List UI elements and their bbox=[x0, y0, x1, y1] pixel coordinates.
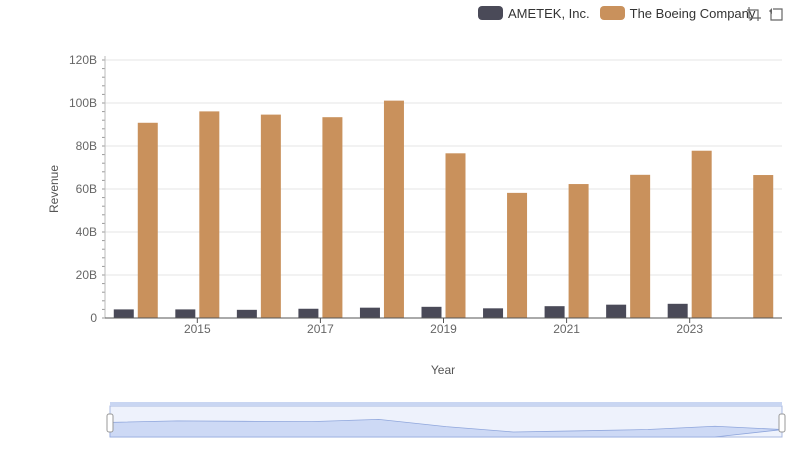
y-tick-label: 60B bbox=[76, 182, 97, 196]
bar-ametek[interactable] bbox=[298, 308, 319, 318]
data-zoom-slider bbox=[106, 402, 786, 438]
bar-boeing[interactable] bbox=[199, 111, 220, 318]
bar-ametek[interactable] bbox=[544, 306, 565, 318]
bar-boeing[interactable] bbox=[322, 117, 343, 318]
bar-boeing[interactable] bbox=[753, 175, 774, 318]
legend-item-ametek[interactable]: AMETEK, Inc. bbox=[478, 6, 590, 21]
bars bbox=[113, 100, 774, 318]
axes: 0 20B 40B 60B 80B 100B 120B 2015 2017 2019 2021 202… bbox=[69, 53, 782, 336]
y-tick-label: 0 bbox=[90, 311, 97, 325]
legend-swatch-ametek bbox=[478, 6, 503, 20]
x-tick-label: 2019 bbox=[430, 322, 457, 336]
x-tick-label: 2015 bbox=[184, 322, 211, 336]
bar-ametek[interactable] bbox=[421, 306, 442, 318]
bar-ametek[interactable] bbox=[113, 309, 134, 318]
bar-boeing[interactable] bbox=[383, 100, 404, 318]
legend-label-boeing: The Boeing Company bbox=[629, 5, 756, 21]
y-tick-label: 100B bbox=[69, 96, 97, 110]
y-tick-label: 40B bbox=[76, 225, 97, 239]
bar-ametek[interactable] bbox=[667, 303, 688, 318]
bar-boeing[interactable] bbox=[507, 192, 528, 318]
bar-ametek[interactable] bbox=[606, 304, 627, 318]
y-tick-label: 80B bbox=[76, 139, 97, 153]
x-tick-label: 2023 bbox=[676, 322, 703, 336]
bar-ametek[interactable] bbox=[483, 308, 504, 318]
bar-boeing[interactable] bbox=[630, 174, 651, 318]
legend-item-boeing[interactable]: The Boeing Company bbox=[599, 5, 756, 21]
chart-toolbox bbox=[746, 6, 784, 22]
bar-ametek[interactable] bbox=[359, 307, 380, 318]
chart-legend: AMETEK, Inc. The Boeing Company bbox=[478, 4, 765, 22]
x-axis-title: Year bbox=[431, 363, 455, 377]
x-tick-label: 2017 bbox=[307, 322, 334, 336]
slider-handle-right[interactable] bbox=[778, 413, 786, 433]
bar-boeing[interactable] bbox=[137, 122, 158, 318]
bar-ametek[interactable] bbox=[236, 309, 257, 318]
slider-handle-left[interactable] bbox=[106, 413, 114, 433]
bar-ametek[interactable] bbox=[175, 309, 196, 318]
restore-icon[interactable] bbox=[768, 6, 784, 22]
bar-boeing[interactable] bbox=[260, 114, 281, 318]
legend-label-ametek: AMETEK, Inc. bbox=[508, 5, 590, 21]
slider-preview-area bbox=[109, 418, 783, 438]
y-tick-label: 120B bbox=[69, 53, 97, 67]
bar-boeing[interactable] bbox=[568, 184, 589, 318]
legend-swatch-boeing bbox=[599, 6, 625, 20]
y-axis-title: Revenue bbox=[47, 165, 61, 213]
bar-boeing[interactable] bbox=[691, 150, 712, 318]
slider-range-bar bbox=[110, 402, 782, 406]
data-zoom-icon[interactable] bbox=[746, 6, 762, 22]
bar-boeing[interactable] bbox=[445, 153, 466, 318]
x-tick-label: 2021 bbox=[553, 322, 580, 336]
y-tick-label: 20B bbox=[76, 268, 97, 282]
